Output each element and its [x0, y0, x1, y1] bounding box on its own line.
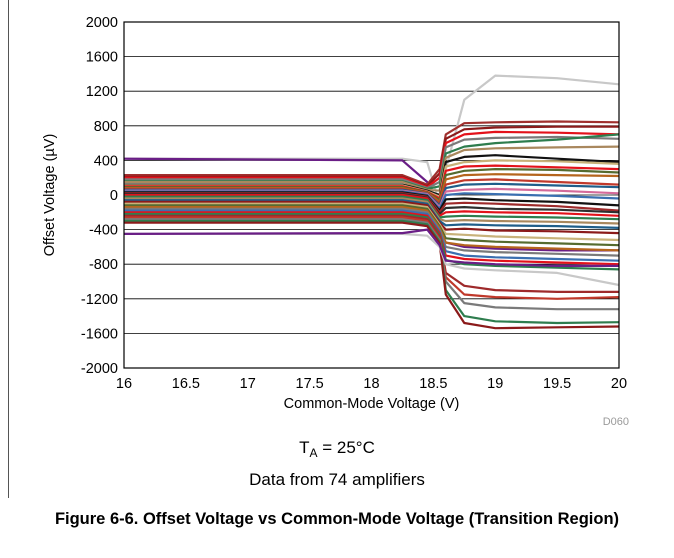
- x-tick-label-8: 20: [611, 376, 627, 392]
- series-line-5: [124, 135, 620, 190]
- figure-caption: Figure 6-6. Offset Voltage vs Common-Mod…: [54, 510, 620, 528]
- series-line-29: [124, 209, 620, 262]
- x-tick-label-6: 19: [487, 376, 503, 392]
- figure-code-label: D060: [603, 416, 629, 428]
- y-tick-label-7: -800: [89, 257, 118, 273]
- x-axis-label: Common-Mode Voltage (V): [284, 396, 460, 412]
- y-tick-label-4: 400: [94, 153, 118, 169]
- y-tick-label-5: 0: [110, 188, 118, 204]
- series-line-28: [124, 207, 620, 257]
- x-tick-label-5: 18.5: [419, 376, 447, 392]
- data-note: Data from 74 amplifiers: [249, 470, 425, 489]
- y-tick-label-9: -1600: [81, 326, 118, 342]
- x-tick-label-2: 17: [240, 376, 256, 392]
- series-line-26: [124, 204, 620, 247]
- y-tick-label-10: -2000: [81, 361, 118, 377]
- plot-frame: [123, 21, 620, 369]
- series-line-21: [124, 195, 620, 221]
- x-tick-label-1: 16.5: [172, 376, 200, 392]
- ta-subscript: A: [309, 446, 318, 460]
- temperature-condition: TA = 25°C: [0, 438, 674, 460]
- series-line-36: [124, 221, 620, 330]
- series-line-25: [124, 202, 620, 242]
- x-tick-label-7: 19.5: [543, 376, 571, 392]
- x-tick-label-4: 18: [363, 376, 379, 392]
- x-tick-label-0: 16: [116, 376, 132, 392]
- ta-value: = 25°C: [317, 438, 375, 457]
- y-axis-label: Offset Voltage (µV): [42, 134, 58, 257]
- series-line-23: [124, 199, 620, 229]
- series-line-7: [124, 145, 620, 192]
- ta-symbol: T: [299, 438, 310, 457]
- left-border-rule: [8, 0, 9, 498]
- x-tick-label-3: 17.5: [296, 376, 324, 392]
- series-line-2: [124, 120, 620, 186]
- series-line-22: [124, 197, 620, 225]
- y-tick-label-1: 1600: [86, 50, 118, 66]
- y-tick-label-6: -400: [89, 223, 118, 239]
- y-tick-label-2: 1200: [86, 84, 118, 100]
- y-tick-label-8: -1200: [81, 292, 118, 308]
- offset-voltage-chart: 2000 1600 1200 800 400 0 -400 -800 -1200 -1600 -20…: [42, 15, 629, 428]
- series-line-37: [124, 232, 620, 287]
- y-tick-label-3: 800: [94, 119, 118, 135]
- series-line-38: [123, 228, 619, 267]
- y-tick-label-0: 2000: [86, 15, 118, 31]
- series-line-27: [124, 206, 620, 252]
- series-line-4: [124, 130, 620, 189]
- series-line-24: [124, 200, 620, 235]
- series-line-20: [124, 193, 620, 217]
